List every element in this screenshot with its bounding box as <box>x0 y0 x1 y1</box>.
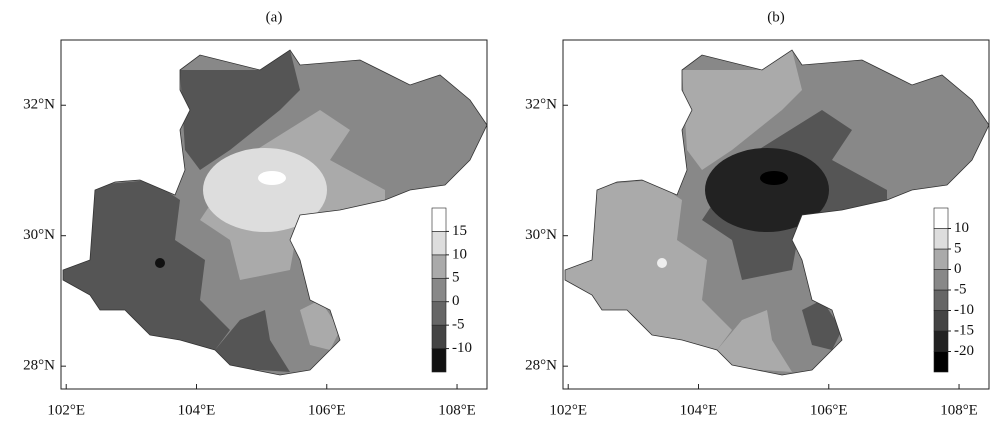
colorbar-box <box>431 254 447 279</box>
contour <box>63 180 230 350</box>
colorbar-box <box>933 289 949 311</box>
axes-frame <box>562 39 990 390</box>
colorbar-label: 10 <box>452 246 467 262</box>
panel-title: (a) <box>266 9 283 25</box>
panel-b-map <box>564 49 990 376</box>
colorbar-label: -15 <box>954 322 974 338</box>
contour <box>215 310 290 372</box>
contour <box>760 171 788 185</box>
colorbar-box <box>431 231 447 256</box>
contour <box>705 148 829 232</box>
region-outline <box>62 49 488 376</box>
panel-a-map <box>62 49 488 376</box>
colorbar-label: -10 <box>452 340 472 356</box>
colorbar-label: 15 <box>452 223 467 239</box>
x-tick-label: 106°E <box>810 402 848 418</box>
colorbar-box <box>933 207 949 229</box>
y-tick-label: 32°N <box>23 97 55 113</box>
colorbar-box <box>933 269 949 291</box>
contour <box>300 300 340 350</box>
x-tick-label: 104°E <box>178 402 216 418</box>
colorbar-box <box>933 310 949 332</box>
colorbar-box <box>431 348 447 373</box>
colorbar-label: 0 <box>954 261 962 277</box>
x-tick-label: 108°E <box>438 402 476 418</box>
y-tick-label: 28°N <box>23 358 55 374</box>
colorbar-label: -20 <box>954 343 974 359</box>
colorbar-label: -5 <box>954 281 967 297</box>
colorbar-box <box>431 324 447 349</box>
y-tick-label: 30°N <box>525 227 557 243</box>
contour <box>802 300 842 350</box>
colorbar-label: 10 <box>954 220 969 236</box>
x-tick-label: 102°E <box>549 402 587 418</box>
panel-title: (b) <box>767 9 785 25</box>
contour <box>155 258 165 268</box>
contour <box>258 171 286 185</box>
colorbar-box <box>933 351 949 373</box>
contour <box>682 50 802 170</box>
contour <box>203 148 327 232</box>
axes-frame <box>60 39 488 390</box>
colorbar-label: -10 <box>954 302 974 318</box>
x-tick-label: 104°E <box>680 402 718 418</box>
contour <box>657 258 667 268</box>
contour <box>717 310 792 372</box>
colorbar-box <box>933 228 949 250</box>
colorbar-label: 5 <box>452 270 460 286</box>
colorbar-box <box>431 301 447 326</box>
contour <box>180 50 300 170</box>
x-tick-label: 108°E <box>940 402 978 418</box>
contour <box>565 180 732 350</box>
colorbar-box <box>431 207 447 232</box>
colorbar-label: -5 <box>452 317 465 333</box>
y-tick-label: 32°N <box>525 97 557 113</box>
region-outline <box>564 49 990 376</box>
y-tick-label: 30°N <box>23 227 55 243</box>
x-tick-label: 106°E <box>308 402 346 418</box>
colorbar-label: 0 <box>452 293 460 309</box>
colorbar-label: 5 <box>954 240 962 256</box>
colorbar-box <box>933 248 949 270</box>
y-tick-label: 28°N <box>525 358 557 374</box>
x-tick-label: 102°E <box>47 402 85 418</box>
colorbar-box <box>933 330 949 352</box>
colorbar-box <box>431 277 447 303</box>
